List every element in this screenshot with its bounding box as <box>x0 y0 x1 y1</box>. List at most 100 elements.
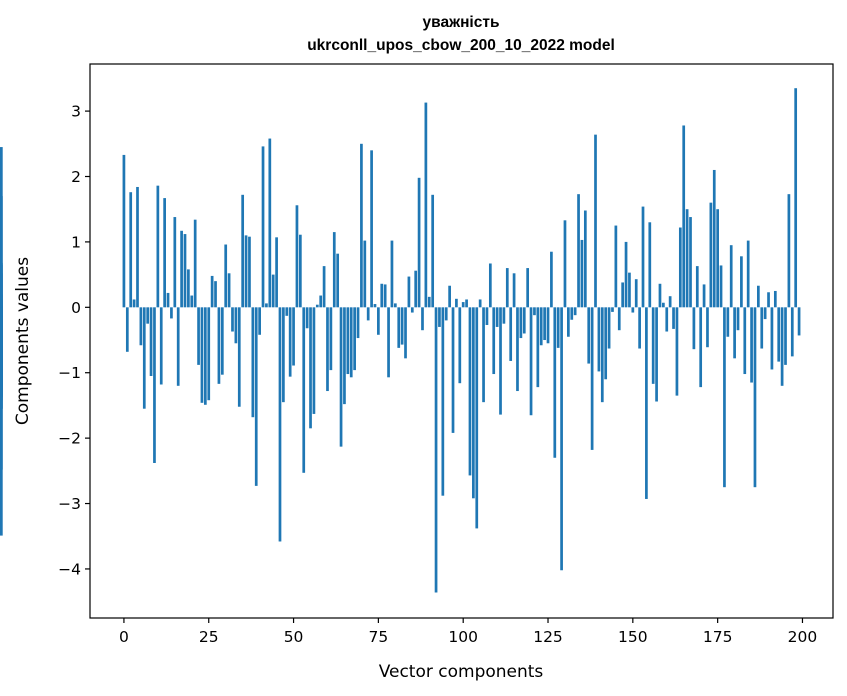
bar <box>712 169 716 308</box>
x-axis-ticks: 0 25 50 75 100 125 150 175 200 <box>119 618 817 646</box>
bar <box>410 307 414 313</box>
x-tick-label: 200 <box>788 628 818 646</box>
bar <box>132 299 136 308</box>
bar <box>363 240 367 308</box>
bar <box>176 307 180 386</box>
bar <box>692 307 696 350</box>
bar <box>220 307 224 375</box>
bar <box>329 307 333 371</box>
bar <box>373 304 377 308</box>
bar <box>485 307 489 325</box>
bar <box>434 307 438 593</box>
bar <box>546 307 550 344</box>
bar <box>797 307 801 336</box>
bar <box>553 307 557 458</box>
bar <box>478 299 482 308</box>
bar <box>689 217 692 308</box>
bar <box>285 307 289 316</box>
bar <box>709 202 713 308</box>
bar <box>740 256 743 308</box>
bar <box>533 307 536 316</box>
bar <box>298 234 302 308</box>
bar <box>400 307 404 345</box>
bar <box>322 266 326 308</box>
bar <box>336 253 340 308</box>
y-tick-label: −2 <box>58 430 81 448</box>
bar <box>258 307 261 335</box>
bar <box>190 295 194 308</box>
bar <box>607 307 611 349</box>
bar <box>461 302 465 308</box>
bar <box>594 134 597 308</box>
bar <box>685 209 689 308</box>
y-tick-label: 3 <box>71 103 81 121</box>
bar <box>556 307 560 348</box>
bar <box>512 273 516 308</box>
bar <box>780 307 784 386</box>
bar <box>197 307 200 365</box>
bar <box>750 307 753 383</box>
bar <box>187 269 190 308</box>
bar <box>203 307 207 405</box>
bar <box>224 244 228 308</box>
bar <box>237 307 241 407</box>
bar <box>624 241 628 308</box>
x-tick-label: 125 <box>533 628 563 646</box>
bar <box>441 307 445 496</box>
bar <box>536 307 540 388</box>
bar <box>241 194 245 308</box>
bar <box>265 303 268 308</box>
bar <box>366 307 370 321</box>
bar <box>662 302 665 308</box>
bar <box>282 307 285 403</box>
bar <box>729 245 733 308</box>
bar <box>231 307 234 332</box>
bar <box>672 307 675 329</box>
bar <box>628 272 631 308</box>
bar <box>577 194 580 308</box>
bar <box>641 206 645 308</box>
bar <box>393 303 397 308</box>
y-tick-label: −4 <box>58 560 81 578</box>
bar <box>149 307 153 376</box>
bar <box>560 307 563 571</box>
bar <box>621 282 625 308</box>
bar <box>611 307 614 312</box>
bar <box>733 307 736 359</box>
bar <box>275 237 278 308</box>
bar <box>706 307 709 348</box>
bar <box>716 209 719 308</box>
bar <box>790 307 794 357</box>
bar <box>529 307 533 416</box>
bar <box>550 251 553 308</box>
bar <box>723 307 726 488</box>
bar <box>146 307 150 324</box>
bar <box>787 194 791 308</box>
bar <box>332 232 336 308</box>
bar <box>180 230 183 308</box>
bar <box>505 268 509 308</box>
bar <box>153 307 156 463</box>
bars-group <box>0 88 801 593</box>
bar <box>278 307 282 542</box>
bar <box>444 307 448 321</box>
bar <box>678 227 682 308</box>
x-tick-label: 100 <box>448 628 478 646</box>
bar <box>465 299 468 308</box>
bar <box>163 198 166 308</box>
bar <box>455 298 458 308</box>
y-axis-ticks: −4 −3 −2 −1 0 1 2 3 <box>58 103 90 578</box>
bar <box>370 150 373 308</box>
y-tick-label: −3 <box>58 495 81 513</box>
bar <box>0 307 3 409</box>
bar <box>597 307 601 372</box>
bar <box>424 102 428 308</box>
bar <box>142 307 146 409</box>
chart-subtitle: ukrconll_upos_cbow_200_10_2022 model <box>307 37 615 54</box>
y-axis-label: Components values <box>13 257 33 425</box>
bar <box>668 296 672 308</box>
bar <box>234 307 238 344</box>
bar <box>360 143 363 308</box>
bar <box>390 240 394 308</box>
